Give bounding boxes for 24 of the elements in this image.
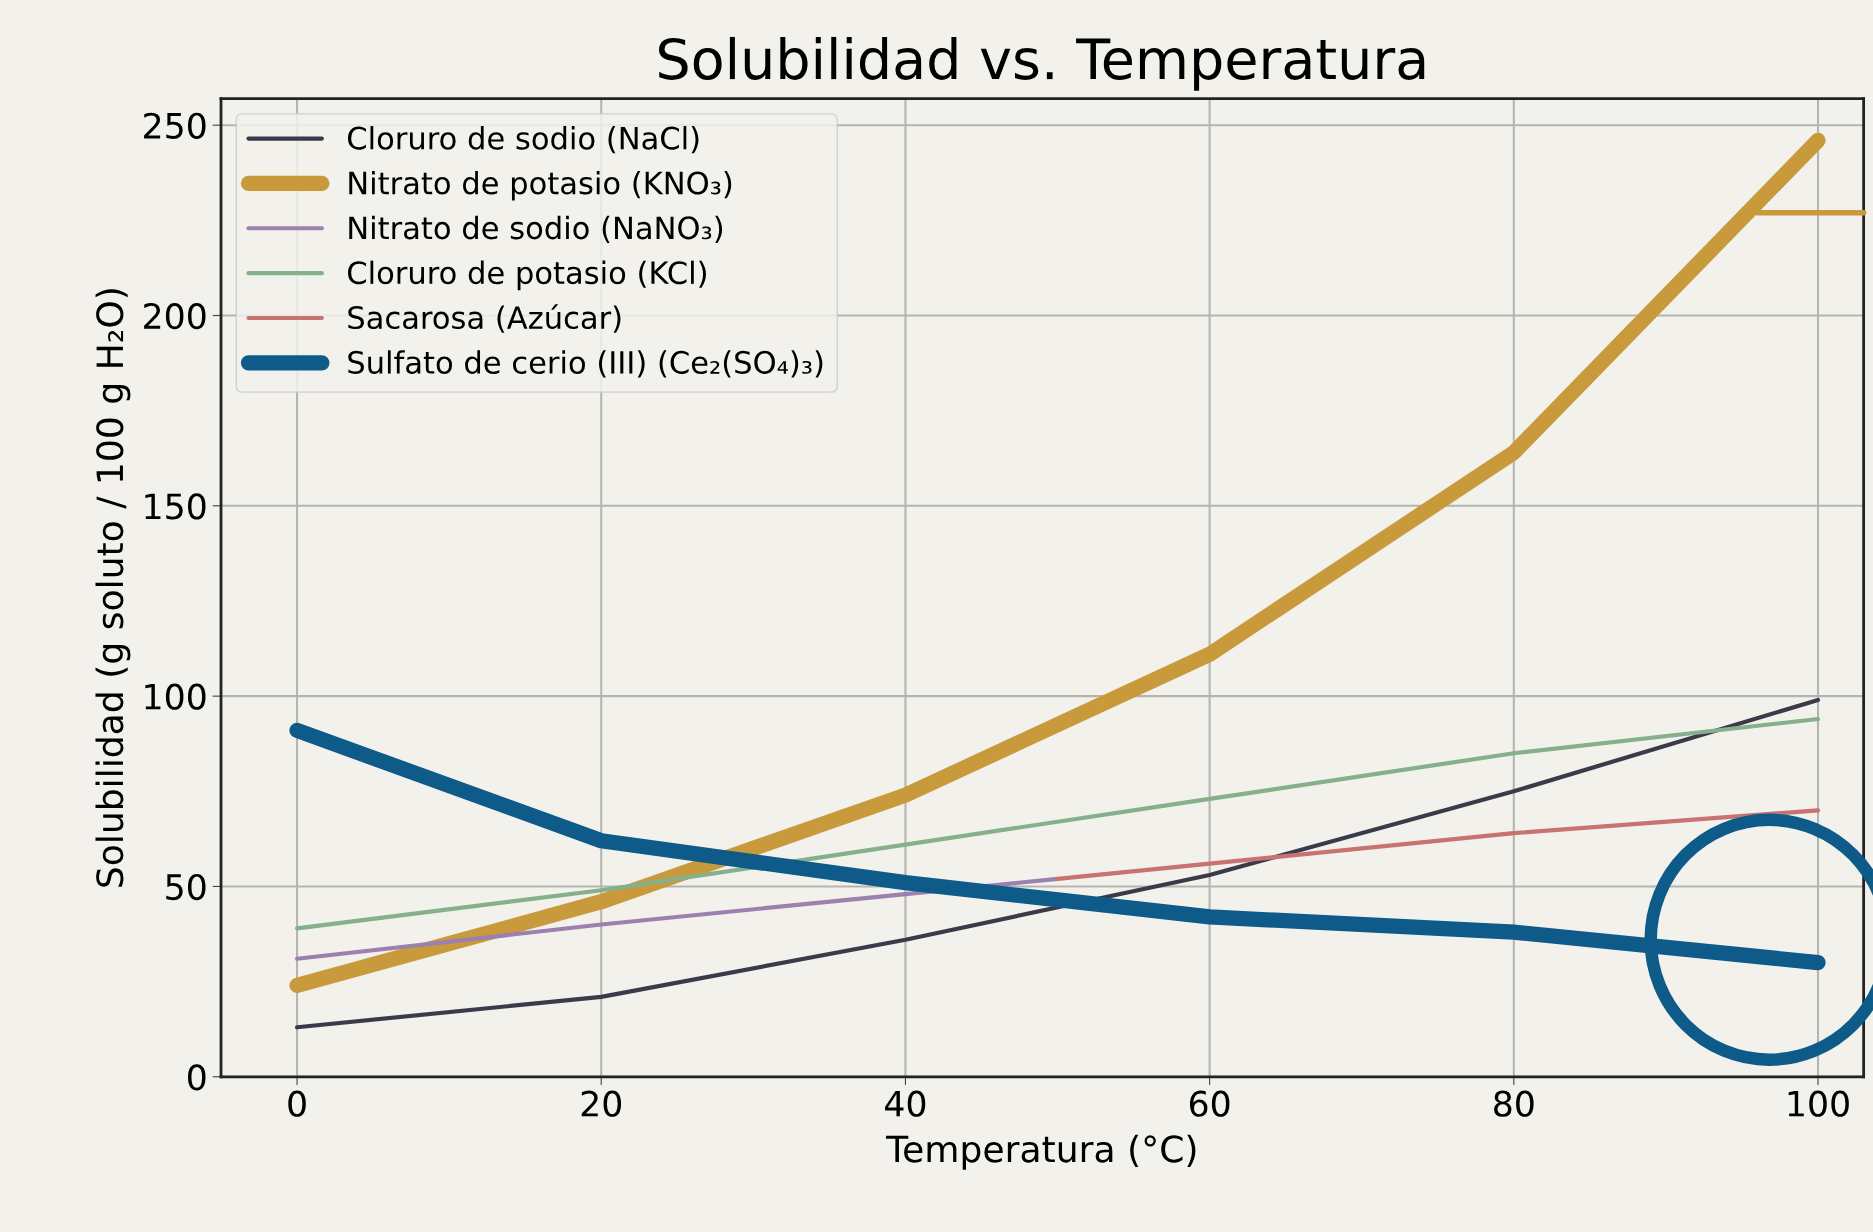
- y-axis-title: Solubilidad (g soluto / 100 g H₂O): [95, 289, 131, 887]
- x-tick-label: 20: [581, 1090, 622, 1117]
- x-tick-label: 0: [288, 1090, 306, 1117]
- x-tick-label: 80: [1494, 1090, 1534, 1117]
- legend-label: Sulfato de cerio (III) (Ce₂(SO₄)₃): [348, 350, 823, 378]
- legend-label: Cloruro de sodio (NaCl): [348, 126, 699, 154]
- y-tick-label: 200: [144, 302, 206, 330]
- legend-label: Nitrato de potasio (KNO₃): [349, 170, 732, 201]
- legend-label: Sacarosa (Azúcar): [348, 304, 621, 333]
- x-tick-label: 60: [1189, 1090, 1230, 1117]
- x-axis-title: Temperatura (°C): [886, 1134, 1196, 1170]
- x-tick-label: 100: [1788, 1090, 1849, 1117]
- line-series: [294, 716, 1821, 931]
- legend-label: Nitrato de sodio (NaNO₃): [349, 215, 723, 244]
- legend-label: Cloruro de potasio (KCl): [348, 260, 706, 291]
- chart-title: Solubilidad vs. Temperatura: [659, 36, 1425, 91]
- y-tick-label: 0: [188, 1064, 206, 1091]
- x-tick-label: 40: [885, 1090, 926, 1117]
- y-tick-label: 250: [144, 112, 206, 139]
- line-series: [294, 697, 1821, 1030]
- y-tick-label: 150: [145, 493, 206, 520]
- line-series: [1055, 808, 1821, 881]
- y-tick-label: 50: [166, 873, 206, 901]
- y-tick-label: 100: [145, 683, 206, 710]
